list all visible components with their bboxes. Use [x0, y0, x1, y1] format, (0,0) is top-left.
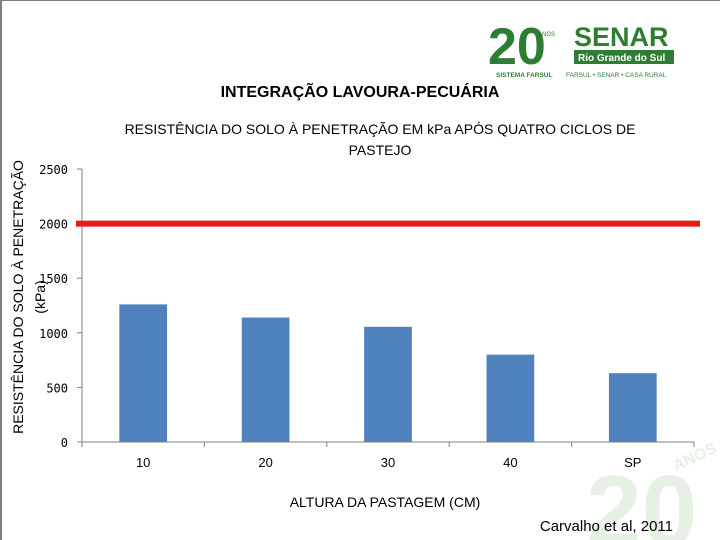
x-tick-label: 20 [258, 455, 272, 470]
logo-tagline-left: SISTEMA FARSUL [496, 72, 552, 79]
x-axis: 10 20 30 40 SP [81, 441, 695, 470]
logo-tagline-right: FARSUL • SENAR • CASA RURAL [566, 72, 667, 79]
frame-top-border [0, 0, 720, 1]
bar [364, 326, 412, 442]
bar [241, 317, 290, 442]
senar-logo: 20 ANOS SENAR Rio Grande do Sul SISTEMA … [488, 18, 674, 79]
x-tick-label: 30 [381, 455, 395, 470]
bar [608, 373, 657, 442]
y-tick-label: 1500 [39, 272, 68, 286]
bar [486, 354, 535, 442]
anniversary-watermark: 20 ANOS [586, 440, 720, 540]
y-tick-label: 500 [46, 381, 68, 395]
y-axis-label-line-2: (kPa) [32, 280, 48, 313]
logo-anniversary-number: 20 [488, 18, 546, 76]
bar [119, 304, 168, 442]
y-tick-label: 2000 [39, 218, 68, 232]
chart-title-line-2: PASTEJO [349, 142, 412, 158]
y-axis: 0 500 1000 1500 2000 2500 [39, 163, 83, 450]
y-tick-label: 1000 [39, 327, 68, 341]
y-tick-label: 2500 [39, 163, 68, 177]
x-tick-label: 40 [503, 455, 517, 470]
logo-brand: SENAR [574, 22, 669, 52]
watermark-number: 20 [586, 455, 697, 540]
chart-title-line-1: RESISTÊNCIA DO SOLO À PENETRAÇÃO EM kPa … [125, 121, 636, 137]
page-title: INTEGRAÇÃO LAVOURA-PECUÁRIA [220, 84, 500, 101]
logo-region: Rio Grande do Sul [578, 53, 665, 64]
x-tick-label: SP [624, 455, 641, 470]
logo-anniversary-word: ANOS [538, 32, 555, 38]
citation: Carvalho et al, 2011 [539, 518, 673, 535]
frame-left-border [0, 0, 2, 540]
logo-region-banner [574, 50, 674, 64]
x-axis-label: ALTURA DA PASTAGEM (CM) [290, 494, 481, 510]
x-tick-label: 10 [136, 455, 150, 470]
y-axis-label-line-1: RESISTÊNCIA DO SOLO À PENETRAÇÃO [10, 160, 26, 434]
y-tick-label: 0 [61, 436, 68, 450]
bars [119, 304, 657, 442]
